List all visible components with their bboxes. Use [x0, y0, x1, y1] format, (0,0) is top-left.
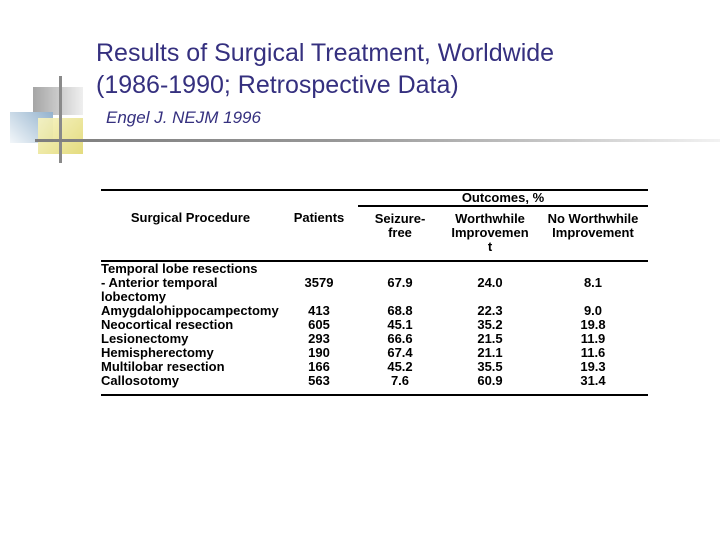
cell-seizure-free: 7.6 — [358, 374, 442, 396]
cell-procedure: Lesionectomy — [101, 331, 189, 346]
table-row: Multilobar resection 166 45.2 35.5 19.3 — [101, 360, 648, 374]
cell-no-worthwhile: 11.6 — [580, 345, 606, 360]
outcomes-spacer-cell — [101, 190, 358, 206]
cell-patients: 293 — [308, 331, 330, 346]
slide-title: Results of Surgical Treatment, Worldwide… — [96, 39, 555, 99]
section-header: Temporal lobe resections — [101, 261, 258, 276]
cell-procedure: Neocortical resection — [101, 317, 234, 332]
cell-no-worthwhile: 19.8 — [580, 317, 606, 332]
cell-worthwhile: 24.0 — [477, 275, 503, 290]
column-header-no-worthwhile: No Worthwhile Improvement — [538, 206, 648, 262]
accent-square-gray — [33, 87, 83, 115]
cell-procedure: Multilobar resection — [101, 359, 225, 374]
cell-patients: 605 — [308, 317, 330, 332]
cell-worthwhile: 21.1 — [477, 345, 503, 360]
cell-worthwhile: 35.5 — [477, 359, 503, 374]
table-row: - Anterior temporal lobectomy 3579 67.9 … — [101, 276, 648, 304]
cell-worthwhile: 22.3 — [477, 303, 503, 318]
cell-procedure: Amygdalohippocampectomy — [101, 303, 279, 318]
column-header-seizure-free: Seizure- free — [358, 206, 442, 262]
cell-procedure: Callosotomy — [101, 374, 280, 396]
cell-patients: 413 — [308, 303, 330, 318]
table-row: Amygdalohippocampectomy 413 68.8 22.3 9.… — [101, 304, 648, 318]
cell-procedure: Hemispherectomy — [101, 345, 214, 360]
cell-no-worthwhile: 19.3 — [580, 359, 606, 374]
cell-no-worthwhile: 11.9 — [580, 331, 606, 346]
table-row: Hemispherectomy 190 67.4 21.1 11.6 — [101, 346, 648, 360]
cell-worthwhile: 35.2 — [477, 317, 503, 332]
cell-patients: 166 — [308, 359, 330, 374]
column-header-surgical-procedure: Surgical Procedure — [101, 206, 280, 262]
cell-seizure-free: 66.6 — [387, 331, 413, 346]
column-header-worthwhile: Worthwhile Improvemen t — [442, 206, 538, 262]
cell-seizure-free: 45.2 — [387, 359, 413, 374]
section-row: Temporal lobe resections — [101, 261, 648, 276]
cell-procedure: - Anterior temporal lobectomy — [101, 275, 218, 304]
cell-seizure-free: 67.4 — [387, 345, 413, 360]
slide-subtitle: Engel J. NEJM 1996 — [106, 108, 261, 127]
table-row: Neocortical resection 605 45.1 35.2 19.8 — [101, 318, 648, 332]
outcomes-group-header: Outcomes, % — [358, 190, 648, 207]
cell-no-worthwhile: 9.0 — [583, 303, 603, 318]
cell-seizure-free: 67.9 — [387, 275, 413, 290]
cell-worthwhile: 21.5 — [477, 331, 503, 346]
title-divider-line — [35, 139, 720, 142]
cell-no-worthwhile: 8.1 — [583, 275, 603, 290]
results-table: Outcomes, % Surgical Procedure Patients … — [101, 189, 648, 396]
cell-no-worthwhile: 31.4 — [538, 374, 648, 396]
cell-patients: 563 — [280, 374, 358, 396]
cell-worthwhile: 60.9 — [442, 374, 538, 396]
column-header-row: Surgical Procedure Patients Seizure- fre… — [101, 206, 648, 262]
table-row: Lesionectomy 293 66.6 21.5 11.9 — [101, 332, 648, 346]
cell-seizure-free: 45.1 — [387, 317, 413, 332]
outcomes-group-row: Outcomes, % — [101, 190, 648, 207]
cell-patients: 190 — [308, 345, 330, 360]
column-header-patients: Patients — [280, 206, 358, 262]
table-row: Callosotomy 563 7.6 60.9 31.4 — [101, 374, 648, 396]
accent-vertical-line — [59, 76, 62, 163]
cell-seizure-free: 68.8 — [387, 303, 413, 318]
cell-patients: 3579 — [304, 275, 334, 290]
